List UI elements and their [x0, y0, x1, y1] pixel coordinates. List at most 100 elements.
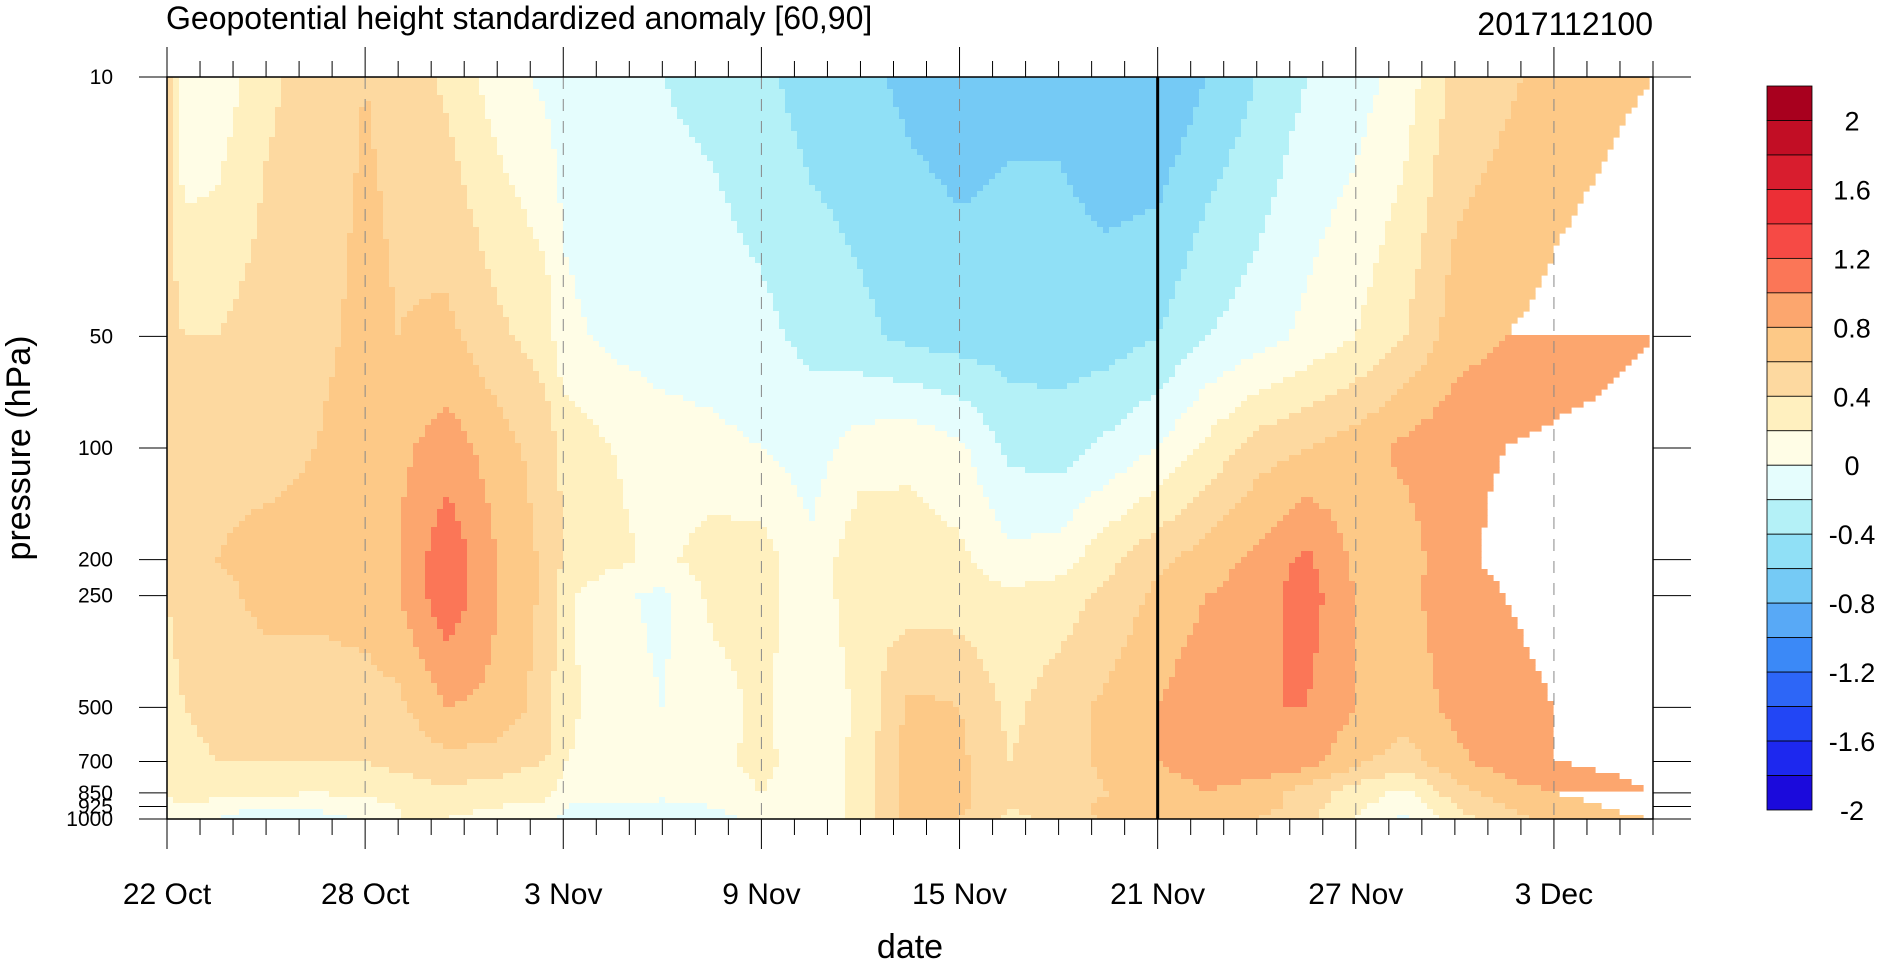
contour-cell [1259, 233, 1326, 240]
contour-cell [563, 767, 744, 774]
contour-cell [971, 773, 1098, 780]
contour-cell [929, 161, 1008, 168]
contour-cell [1415, 371, 1464, 378]
contour-cell [857, 491, 918, 498]
contour-cell [1007, 461, 1074, 468]
contour-cell [431, 677, 486, 684]
contour-cell [461, 167, 504, 174]
contour-cell [1349, 713, 1446, 720]
contour-cell [1181, 653, 1284, 660]
contour-cell [1343, 539, 1422, 546]
contour-cell [1085, 209, 1146, 216]
contour-cell [1091, 491, 1152, 498]
contour-cell [899, 107, 1194, 114]
contour-cell [1355, 335, 1404, 342]
contour-cell [617, 455, 774, 462]
contour-cell [167, 401, 324, 408]
contour-cell [1175, 281, 1242, 288]
contour-cell [959, 527, 1002, 534]
contour-cell [653, 587, 666, 594]
contour-cell [1355, 635, 1428, 642]
contour-cell [1001, 707, 1026, 714]
contour-cell [869, 293, 1176, 300]
contour-cell [1283, 515, 1332, 522]
contour-cell [359, 155, 378, 162]
contour-cell [1361, 323, 1410, 330]
contour-cell [875, 311, 1170, 318]
contour-cell [1289, 509, 1332, 516]
contour-cell [467, 437, 516, 444]
contour-cell [773, 689, 852, 696]
contour-cell [1091, 725, 1158, 732]
contour-cell [395, 287, 498, 294]
contour-cell [521, 347, 558, 354]
contour-cell [1439, 143, 1500, 150]
contour-cell [1223, 311, 1296, 318]
contour-cell [773, 725, 852, 732]
contour-cell [173, 125, 180, 132]
contour-cell [965, 545, 1086, 552]
contour-cell [1481, 173, 1596, 180]
contour-cell [425, 593, 468, 600]
contour-cell [197, 725, 420, 732]
contour-cell [1355, 599, 1422, 606]
contour-cell [227, 317, 342, 324]
contour-cell [575, 401, 696, 408]
contour-cell [1421, 527, 1482, 534]
contour-cell [1163, 569, 1230, 576]
contour-cell [233, 305, 342, 312]
contour-cell [281, 101, 366, 108]
contour-cell [179, 287, 240, 294]
contour-cell [1127, 551, 1182, 558]
contour-cell [539, 599, 558, 606]
contour-cell [401, 815, 450, 819]
contour-cell [413, 773, 504, 780]
contour-cell [1463, 371, 1620, 378]
contour-cell [1373, 107, 1416, 114]
contour-cell [539, 245, 564, 252]
contour-cell [701, 587, 780, 594]
contour-cell [455, 413, 504, 420]
contour-cell [581, 671, 654, 678]
contour-cell [1433, 185, 1476, 192]
contour-cell [1229, 455, 1290, 462]
contour-cell [575, 641, 648, 648]
contour-cell [791, 119, 906, 126]
contour-fill-layer [167, 77, 1650, 819]
contour-cell [1319, 647, 1356, 654]
contour-cell [623, 497, 804, 504]
contour-cell [341, 335, 462, 342]
contour-cell [167, 755, 216, 762]
contour-cell [1151, 449, 1194, 456]
contour-cell [707, 155, 804, 162]
contour-cell [419, 653, 492, 660]
contour-cell [515, 185, 558, 192]
contour-cell [437, 683, 480, 690]
contour-cell [1283, 629, 1320, 636]
contour-cell [1235, 287, 1308, 294]
contour-cell [263, 629, 414, 636]
contour-cell [185, 701, 408, 708]
contour-cell [701, 521, 762, 528]
contour-cell [1517, 809, 1620, 816]
contour-cell [983, 413, 1128, 420]
contour-cell [497, 575, 540, 582]
contour-cell [539, 593, 558, 600]
x-tick-label: 22 Oct [123, 878, 212, 911]
contour-cell [1223, 581, 1284, 588]
contour-cell [1289, 455, 1392, 462]
contour-cell [1517, 83, 1650, 90]
contour-cell [1247, 551, 1302, 558]
contour-cell [1337, 431, 1410, 438]
contour-cell [467, 191, 516, 198]
contour-cell [1295, 113, 1368, 120]
y-tick-label: 700 [78, 751, 113, 774]
contour-cell [1433, 155, 1494, 162]
contour-cell [1115, 359, 1182, 366]
contour-cell [857, 497, 924, 504]
contour-cell [167, 731, 198, 738]
contour-cell [629, 509, 810, 516]
contour-cell [179, 113, 234, 120]
contour-cell [1157, 707, 1356, 714]
contour-cell [1451, 257, 1554, 264]
